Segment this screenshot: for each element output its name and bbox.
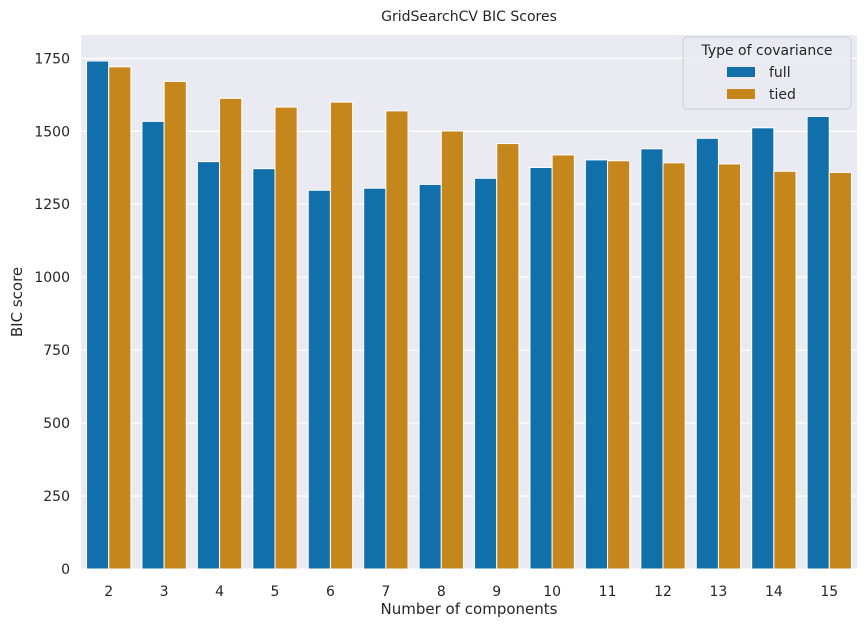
bar-tied-2 [108, 66, 132, 570]
y-axis-label: BIC score [8, 267, 26, 337]
x-tick-labels: 2 3 4 5 6 7 8 9 10 11 12 13 14 15 [104, 584, 838, 600]
x-tick-label: 2 [104, 584, 113, 600]
bar-tied-14 [773, 170, 797, 570]
bar-tied-11 [607, 160, 631, 570]
bar-tied-8 [440, 130, 464, 570]
legend-label-full: full [769, 65, 791, 81]
bar-full-11 [584, 159, 609, 570]
bar-tied-5 [274, 106, 298, 570]
x-tick-label: 3 [160, 584, 169, 600]
bar-tied-3 [163, 80, 187, 570]
x-tick-label: 7 [381, 584, 390, 600]
bar-tied-13 [717, 163, 742, 570]
y-tick-label: 250 [43, 489, 70, 505]
x-tick-label: 11 [599, 584, 617, 600]
bar-tied-15 [828, 171, 852, 570]
y-tick-label: 1250 [34, 197, 70, 213]
legend-swatch-full [727, 67, 755, 77]
bar-full-9 [474, 177, 498, 570]
bar-full-8 [418, 183, 442, 570]
x-tick-label: 15 [820, 584, 838, 600]
bar-full-4 [196, 161, 221, 570]
legend-title: Type of covariance [700, 43, 832, 59]
legend-box [682, 36, 852, 110]
y-tick-label: 750 [43, 343, 70, 359]
bar-full-15 [806, 115, 830, 570]
chart-title: GridSearchCV BIC Scores [381, 9, 557, 25]
bar-tied-9 [496, 143, 520, 570]
bar-full-12 [640, 148, 664, 570]
bar-full-14 [751, 127, 775, 570]
legend-label-tied: tied [769, 87, 796, 103]
bar-tied-10 [551, 154, 575, 570]
x-axis-label: Number of components [381, 600, 558, 618]
x-tick-label: 9 [492, 584, 501, 600]
x-tick-label: 14 [765, 584, 783, 600]
bar-full-5 [252, 168, 276, 570]
x-tick-label: 13 [710, 584, 728, 600]
y-tick-label: 1500 [34, 124, 70, 140]
bar-full-6 [307, 189, 331, 570]
x-tick-label: 6 [326, 584, 335, 600]
bar-tied-12 [662, 162, 686, 570]
y-tick-label: 500 [43, 416, 70, 432]
bars [86, 60, 852, 570]
legend-swatch-tied [727, 89, 755, 99]
x-tick-label: 4 [215, 584, 224, 600]
x-tick-label: 12 [654, 584, 672, 600]
y-tick-labels: 0 250 500 750 1000 1250 1500 1750 [34, 51, 70, 578]
y-tick-label: 1750 [34, 51, 70, 67]
bar-full-13 [695, 137, 719, 570]
bar-tied-7 [385, 110, 409, 570]
legend: Type of covariance full tied [682, 36, 852, 110]
bar-full-7 [363, 187, 387, 570]
bar-tied-4 [219, 97, 243, 570]
bar-full-10 [529, 166, 553, 570]
y-tick-label: 0 [61, 562, 70, 578]
y-tick-label: 1000 [34, 270, 70, 286]
bar-full-3 [141, 120, 165, 570]
x-tick-label: 8 [437, 584, 446, 600]
x-tick-label: 10 [543, 584, 561, 600]
bar-full-2 [86, 60, 110, 570]
bar-tied-6 [329, 101, 354, 570]
x-tick-label: 5 [271, 584, 280, 600]
